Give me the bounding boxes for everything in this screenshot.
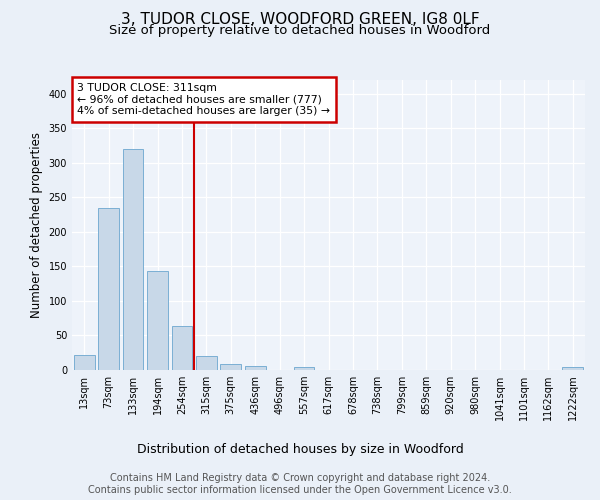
Bar <box>98 208 119 370</box>
Bar <box>74 355 95 370</box>
Bar <box>122 149 143 370</box>
Text: 3, TUDOR CLOSE, WOODFORD GREEN, IG8 0LF: 3, TUDOR CLOSE, WOODFORD GREEN, IG8 0LF <box>121 12 479 28</box>
Text: Distribution of detached houses by size in Woodford: Distribution of detached houses by size … <box>137 442 463 456</box>
Bar <box>196 356 217 370</box>
Bar <box>293 366 314 370</box>
Bar <box>562 367 583 370</box>
Bar <box>245 366 266 370</box>
Bar <box>220 364 241 370</box>
Bar <box>172 326 193 370</box>
Y-axis label: Number of detached properties: Number of detached properties <box>30 132 43 318</box>
Bar <box>147 270 168 370</box>
Text: Contains HM Land Registry data © Crown copyright and database right 2024.
Contai: Contains HM Land Registry data © Crown c… <box>88 474 512 495</box>
Text: 3 TUDOR CLOSE: 311sqm
← 96% of detached houses are smaller (777)
4% of semi-deta: 3 TUDOR CLOSE: 311sqm ← 96% of detached … <box>77 83 330 116</box>
Text: Size of property relative to detached houses in Woodford: Size of property relative to detached ho… <box>109 24 491 37</box>
